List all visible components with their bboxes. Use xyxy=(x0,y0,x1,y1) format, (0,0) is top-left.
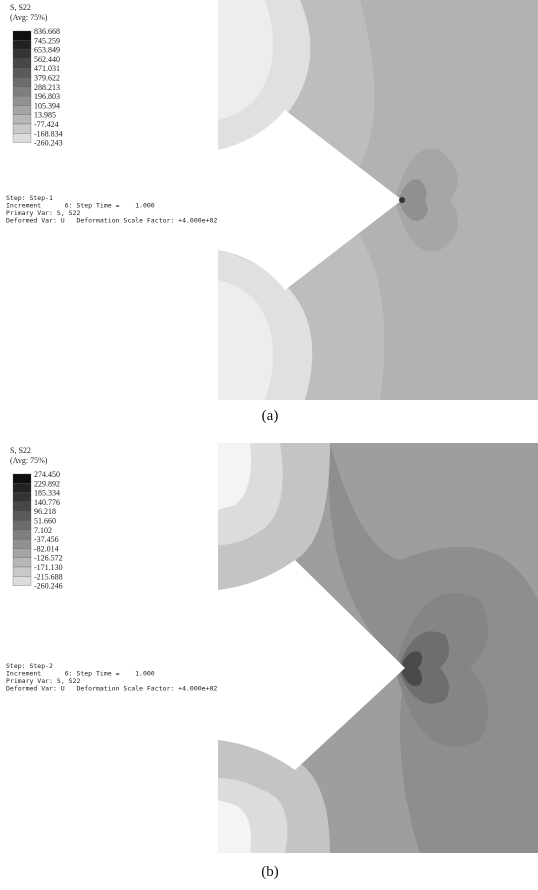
legend-swatch xyxy=(13,567,31,576)
contour-plot-b xyxy=(218,443,538,853)
step-info: Deformed Var: U Deformation Scale Factor… xyxy=(6,217,217,225)
legend-swatch xyxy=(13,124,31,133)
legend-subtitle: (Avg: 75%) xyxy=(10,456,48,465)
legend-label: -215.688 xyxy=(34,572,63,581)
legend-swatch xyxy=(13,502,31,511)
legend-swatch xyxy=(13,40,31,49)
contour-plot-a xyxy=(218,0,538,400)
legend-swatch xyxy=(13,96,31,105)
legend-title: S, S22 xyxy=(10,446,31,455)
legend-swatch xyxy=(13,50,31,59)
legend-swatch xyxy=(13,133,31,142)
legend-label: 274.450 xyxy=(34,470,60,479)
legend-subtitle: (Avg: 75%) xyxy=(10,13,48,22)
legend-swatch xyxy=(13,474,31,483)
legend-label: 105.394 xyxy=(34,101,60,110)
legend-label: 379.622 xyxy=(34,74,60,83)
legend-label: 745.259 xyxy=(34,36,60,45)
step-info: Deformed Var: U Deformation Scale Factor… xyxy=(6,685,217,693)
legend-swatch xyxy=(13,87,31,96)
legend-swatch xyxy=(13,68,31,77)
legend-label: -126.572 xyxy=(34,554,63,563)
legend-title: S, S22 xyxy=(10,3,31,12)
legend-swatch xyxy=(13,548,31,557)
legend-swatch xyxy=(13,78,31,87)
legend-label: 471.031 xyxy=(34,64,60,73)
figure: S, S22(Avg: 75%)836.668745.259653.849562… xyxy=(0,0,538,890)
legend-label: -171.130 xyxy=(34,563,63,572)
legend-label: 653.849 xyxy=(34,46,60,55)
legend-swatch xyxy=(13,530,31,539)
legend-swatch xyxy=(13,115,31,124)
legend-swatch xyxy=(13,576,31,585)
legend-swatch xyxy=(13,493,31,502)
legend-label: 562.440 xyxy=(34,55,60,64)
legend-label: 196.803 xyxy=(34,92,60,101)
legend-label: 140.776 xyxy=(34,498,60,507)
legend-label: -77.424 xyxy=(34,120,59,129)
legend-label: -260.243 xyxy=(34,139,63,148)
legend-swatch xyxy=(13,558,31,567)
legend-label: 836.668 xyxy=(34,27,60,36)
legend-swatch xyxy=(13,521,31,530)
legend-label: 7.102 xyxy=(34,526,52,535)
caption: (b) xyxy=(261,864,279,880)
legend-swatch xyxy=(13,105,31,114)
caption: (a) xyxy=(262,408,279,424)
legend-label: -82.014 xyxy=(34,544,59,553)
legend-label: 185.334 xyxy=(34,489,60,498)
legend-label: -37.456 xyxy=(34,535,59,544)
legend-swatch xyxy=(13,31,31,40)
legend-swatch xyxy=(13,511,31,520)
legend-label: 51.660 xyxy=(34,517,56,526)
legend-label: 13.985 xyxy=(34,111,56,120)
legend-label: -260.246 xyxy=(34,582,63,591)
legend-swatch xyxy=(13,483,31,492)
legend-swatch xyxy=(13,59,31,68)
legend-label: 229.892 xyxy=(34,479,60,488)
legend-swatch xyxy=(13,539,31,548)
legend-label: 96.218 xyxy=(34,507,56,516)
legend-label: 288.213 xyxy=(34,83,60,92)
legend-label: -168.834 xyxy=(34,129,63,138)
